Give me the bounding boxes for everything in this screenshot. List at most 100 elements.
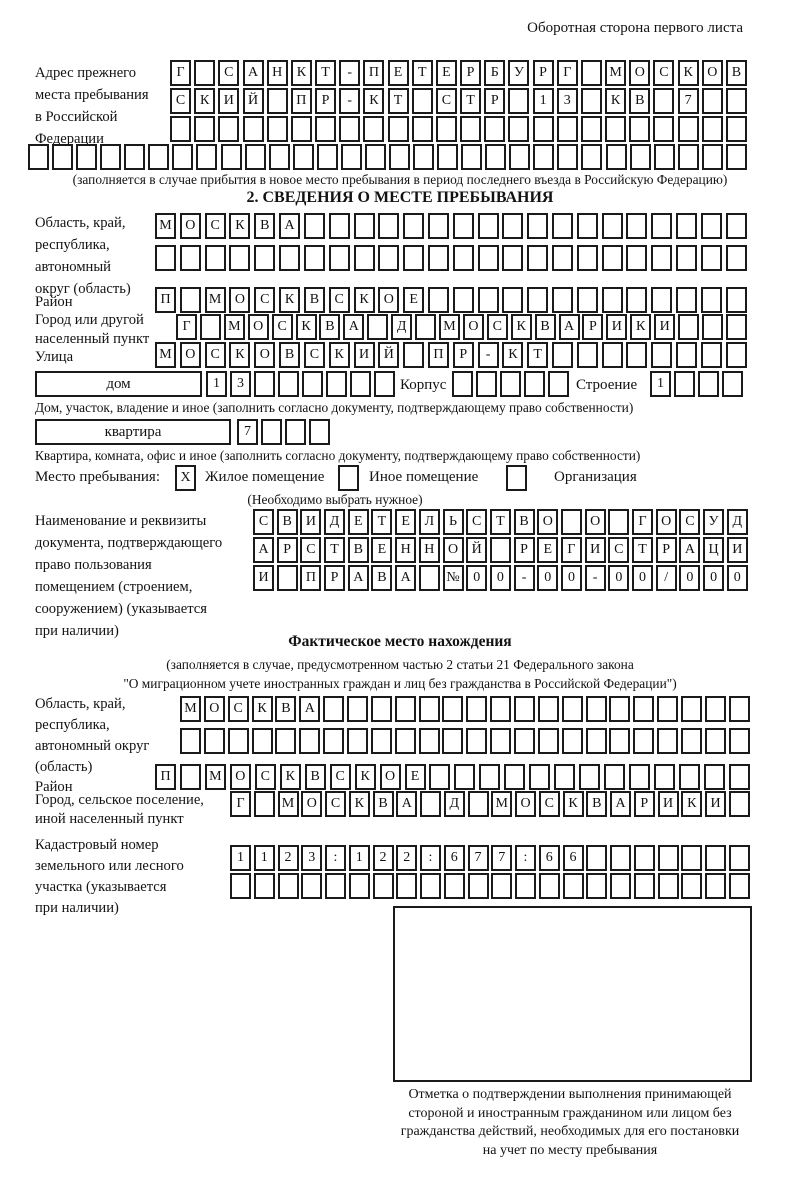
char-box[interactable]: И bbox=[253, 565, 274, 591]
char-box[interactable]: М bbox=[204, 287, 226, 313]
char-box[interactable] bbox=[604, 764, 626, 790]
char-box[interactable] bbox=[725, 287, 747, 313]
char-box[interactable] bbox=[420, 873, 441, 899]
char-box[interactable]: В bbox=[725, 60, 747, 86]
char-box[interactable]: К bbox=[681, 791, 703, 817]
char-box[interactable] bbox=[728, 764, 750, 790]
char-box[interactable] bbox=[581, 144, 603, 170]
char-box[interactable] bbox=[490, 728, 512, 754]
char-box[interactable] bbox=[328, 245, 350, 271]
char-box[interactable] bbox=[704, 728, 726, 754]
char-box[interactable] bbox=[261, 419, 282, 445]
char-box[interactable]: О bbox=[301, 791, 323, 817]
char-box[interactable] bbox=[374, 371, 395, 397]
char-box[interactable]: А bbox=[679, 537, 701, 563]
char-box[interactable] bbox=[403, 213, 425, 239]
char-box[interactable] bbox=[199, 314, 221, 340]
char-box[interactable]: С bbox=[204, 213, 226, 239]
char-box[interactable]: - bbox=[513, 565, 535, 591]
char-box[interactable]: - bbox=[584, 565, 606, 591]
char-box[interactable]: 0 bbox=[537, 565, 559, 591]
char-box[interactable] bbox=[204, 245, 226, 271]
char-box[interactable]: 0 bbox=[679, 565, 701, 591]
char-box[interactable]: О bbox=[515, 791, 536, 817]
char-box[interactable] bbox=[302, 371, 323, 397]
char-box[interactable]: Й bbox=[466, 537, 488, 563]
char-box[interactable]: 1 bbox=[253, 845, 275, 871]
char-box[interactable]: П bbox=[290, 88, 312, 114]
char-box[interactable]: 2 bbox=[372, 845, 394, 871]
char-box[interactable] bbox=[328, 213, 350, 239]
char-box[interactable]: : bbox=[420, 845, 441, 871]
char-box[interactable]: 7 bbox=[677, 88, 699, 114]
char-box[interactable] bbox=[251, 728, 273, 754]
char-box[interactable] bbox=[657, 696, 679, 722]
char-box[interactable]: Т bbox=[371, 509, 393, 535]
char-box[interactable] bbox=[347, 728, 369, 754]
char-box[interactable] bbox=[576, 287, 598, 313]
char-box[interactable] bbox=[609, 696, 631, 722]
char-box[interactable] bbox=[527, 245, 549, 271]
char-box[interactable]: Г bbox=[176, 314, 197, 340]
char-box[interactable]: К bbox=[354, 764, 376, 790]
char-box[interactable]: Г bbox=[170, 60, 191, 86]
char-box[interactable]: Е bbox=[403, 287, 425, 313]
char-box[interactable] bbox=[242, 116, 264, 142]
char-box[interactable]: К bbox=[290, 60, 312, 86]
char-box[interactable]: М bbox=[277, 791, 299, 817]
char-box[interactable] bbox=[275, 728, 297, 754]
char-box[interactable] bbox=[220, 144, 242, 170]
char-box[interactable] bbox=[194, 60, 216, 86]
char-box[interactable]: В bbox=[304, 764, 326, 790]
char-box[interactable]: 1 bbox=[230, 845, 251, 871]
char-box[interactable] bbox=[427, 213, 449, 239]
char-box[interactable]: О bbox=[378, 287, 400, 313]
char-box[interactable]: Е bbox=[387, 60, 409, 86]
char-box[interactable]: П bbox=[427, 342, 449, 368]
char-box[interactable] bbox=[722, 371, 743, 397]
char-box[interactable] bbox=[244, 144, 266, 170]
char-box[interactable]: С bbox=[170, 88, 191, 114]
char-box[interactable] bbox=[124, 144, 146, 170]
char-box[interactable]: Н bbox=[418, 537, 440, 563]
char-box[interactable] bbox=[705, 873, 726, 899]
char-box[interactable] bbox=[725, 314, 747, 340]
char-box[interactable] bbox=[350, 371, 371, 397]
char-box[interactable] bbox=[728, 873, 750, 899]
char-box[interactable] bbox=[155, 245, 176, 271]
char-box[interactable]: Д bbox=[324, 509, 346, 535]
char-box[interactable] bbox=[633, 845, 655, 871]
char-box[interactable] bbox=[437, 144, 459, 170]
char-box[interactable] bbox=[527, 213, 549, 239]
char-box[interactable]: П bbox=[363, 60, 385, 86]
char-box[interactable] bbox=[420, 791, 441, 817]
char-box[interactable]: О bbox=[442, 537, 464, 563]
char-box[interactable] bbox=[508, 88, 530, 114]
char-box[interactable] bbox=[348, 873, 370, 899]
char-box[interactable] bbox=[277, 873, 299, 899]
char-box[interactable] bbox=[411, 116, 433, 142]
char-box[interactable]: Е bbox=[404, 764, 426, 790]
char-box[interactable] bbox=[454, 764, 476, 790]
char-box[interactable] bbox=[725, 144, 747, 170]
char-box[interactable] bbox=[387, 116, 409, 142]
char-box[interactable] bbox=[700, 245, 722, 271]
char-box[interactable] bbox=[562, 873, 584, 899]
char-box[interactable]: Т bbox=[411, 60, 433, 86]
char-box[interactable]: Е bbox=[435, 60, 457, 86]
char-box[interactable]: О bbox=[379, 764, 401, 790]
char-box[interactable] bbox=[608, 509, 630, 535]
stay-type-checkbox-other[interactable] bbox=[338, 465, 359, 491]
char-box[interactable] bbox=[626, 342, 648, 368]
char-box[interactable]: К bbox=[279, 287, 301, 313]
char-box[interactable] bbox=[509, 144, 531, 170]
char-box[interactable]: 0 bbox=[466, 565, 488, 591]
char-box[interactable]: А bbox=[343, 314, 365, 340]
char-box[interactable]: Р bbox=[324, 565, 346, 591]
char-box[interactable] bbox=[179, 764, 201, 790]
char-box[interactable]: К bbox=[510, 314, 532, 340]
char-box[interactable] bbox=[290, 116, 312, 142]
char-box[interactable] bbox=[653, 88, 675, 114]
char-box[interactable]: С bbox=[218, 60, 240, 86]
char-box[interactable] bbox=[633, 696, 655, 722]
